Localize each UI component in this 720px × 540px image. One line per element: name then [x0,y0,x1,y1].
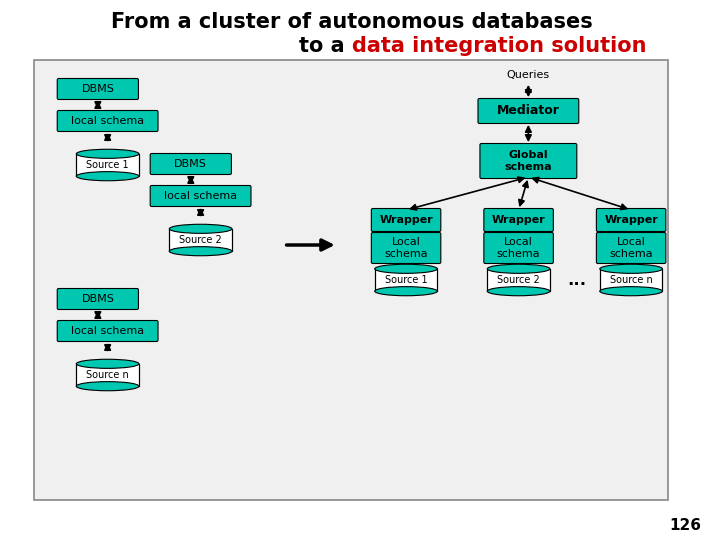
Bar [76,364,139,386]
Ellipse shape [76,149,139,158]
FancyBboxPatch shape [58,288,138,309]
Text: Source 1: Source 1 [86,160,129,170]
Text: to a: to a [300,36,352,56]
FancyBboxPatch shape [484,233,554,264]
Text: Mediator: Mediator [497,105,560,118]
Text: local schema: local schema [164,191,237,201]
Text: Source n: Source n [610,275,652,285]
Bar [169,229,232,251]
Text: Local
schema: Local schema [384,237,428,259]
Text: Source n: Source n [86,370,129,380]
FancyBboxPatch shape [58,321,158,341]
Text: Local
schema: Local schema [609,237,653,259]
Text: Global
schema: Global schema [505,150,552,172]
FancyBboxPatch shape [35,60,668,500]
Text: DBMS: DBMS [81,294,114,304]
Ellipse shape [487,264,550,273]
Text: DBMS: DBMS [174,159,207,169]
Ellipse shape [76,382,139,391]
Ellipse shape [487,287,550,296]
FancyBboxPatch shape [372,233,441,264]
Text: Wrapper: Wrapper [379,215,433,225]
Text: 126: 126 [669,517,701,532]
Text: Source 2: Source 2 [498,275,540,285]
Text: Source 2: Source 2 [179,235,222,245]
Text: Local
schema: Local schema [497,237,541,259]
FancyBboxPatch shape [150,153,231,174]
Bar [374,269,437,291]
Ellipse shape [76,359,139,368]
Text: From a cluster of autonomous databases: From a cluster of autonomous databases [112,12,593,32]
Bar [487,269,550,291]
Text: Wrapper: Wrapper [604,215,658,225]
Text: Queries: Queries [507,70,550,80]
Text: Wrapper: Wrapper [492,215,546,225]
FancyBboxPatch shape [480,144,577,179]
FancyBboxPatch shape [58,111,158,132]
FancyBboxPatch shape [150,186,251,206]
Ellipse shape [374,264,437,273]
Text: data integration solution: data integration solution [352,36,647,56]
Bar [76,154,139,176]
FancyBboxPatch shape [596,208,666,232]
Bar [600,269,662,291]
Text: ...: ... [568,271,587,289]
FancyBboxPatch shape [58,78,138,99]
Text: Source 1: Source 1 [384,275,428,285]
Text: local schema: local schema [71,326,144,336]
FancyBboxPatch shape [596,233,666,264]
Ellipse shape [600,287,662,296]
FancyBboxPatch shape [478,98,579,124]
Ellipse shape [76,172,139,181]
Ellipse shape [374,287,437,296]
Ellipse shape [169,247,232,256]
FancyBboxPatch shape [372,208,441,232]
Ellipse shape [600,264,662,273]
Text: DBMS: DBMS [81,84,114,94]
FancyBboxPatch shape [484,208,554,232]
Text: local schema: local schema [71,116,144,126]
Ellipse shape [169,224,232,233]
